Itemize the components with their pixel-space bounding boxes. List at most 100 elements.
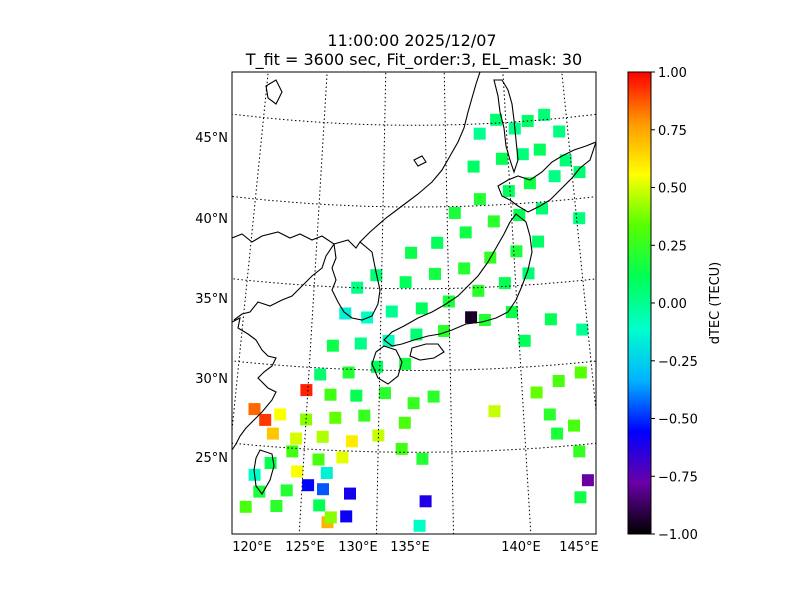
tec-cell <box>576 323 589 336</box>
tec-cell <box>286 445 299 458</box>
tec-cell <box>312 453 325 466</box>
kyushu-island <box>371 345 403 385</box>
tec-cell <box>544 313 557 326</box>
latitude-label: 30°N <box>195 372 228 387</box>
colorbar-tick-label: −0.25 <box>658 355 698 370</box>
tec-cell <box>510 245 523 258</box>
tec-cell <box>405 246 418 259</box>
longitude-label: 145°E <box>559 540 599 555</box>
tec-cell <box>516 148 529 161</box>
colorbar-tick-label: −0.75 <box>658 470 698 485</box>
tec-cell <box>300 384 313 397</box>
tec-cell <box>399 276 412 289</box>
tec-cell <box>239 500 252 513</box>
graticule <box>232 72 596 534</box>
tec-cell <box>410 328 423 341</box>
tec-cell <box>490 113 503 126</box>
tec-cell <box>495 152 508 165</box>
tec-cell <box>415 302 428 315</box>
tec-cell <box>248 403 261 416</box>
tec-cell <box>459 226 472 239</box>
colorbar-tick-label: −1.00 <box>658 528 698 543</box>
tec-cell <box>458 262 471 275</box>
tec-cell <box>300 413 313 426</box>
title-line-2: T_fit = 3600 sec, Fit_order:3, EL_mask: … <box>245 50 582 70</box>
title-line-1: 11:00:00 2025/12/07 <box>327 31 496 50</box>
tec-cell <box>429 267 441 280</box>
tec-cell <box>290 432 303 445</box>
tec-cell <box>399 357 412 370</box>
tec-cell <box>407 397 420 410</box>
meridian-line <box>375 72 387 534</box>
tec-cell <box>513 209 526 221</box>
map-background <box>232 72 596 534</box>
longitude-label: 140°E <box>501 540 541 555</box>
sakhalin-island <box>493 79 519 174</box>
tec-cell <box>264 457 277 469</box>
tec-cell <box>350 389 363 402</box>
map-frame <box>231 71 597 535</box>
tec-cell <box>574 491 587 504</box>
colorbar: 1.00 0.75 0.50 0.25 0.00 −0.25 −0.50 −0.75 −1.00… <box>627 66 723 543</box>
tec-cell <box>395 442 408 455</box>
colorbar-tick-label: 0.25 <box>658 239 687 254</box>
colorbar-tick-label: 1.00 <box>658 66 687 81</box>
colorbar-label: dTEC (TECU) <box>708 262 723 345</box>
latitude-label: 25°N <box>195 451 228 466</box>
colorbar-tick-label: −0.50 <box>658 413 698 428</box>
tec-cell <box>280 484 293 497</box>
hokkaido-island <box>497 141 596 213</box>
tec-cell <box>398 416 411 429</box>
tec-cell <box>518 334 531 347</box>
colorbar-gradient <box>627 71 652 535</box>
tec-cell <box>314 368 327 381</box>
meridian-line <box>443 72 455 534</box>
tec-cell <box>316 430 329 443</box>
tec-cell <box>573 166 586 179</box>
tec-cell <box>427 390 440 403</box>
tec-cell <box>548 170 561 183</box>
asia-coastline <box>232 317 277 451</box>
tec-cell <box>523 177 536 190</box>
tec-cell <box>342 366 355 379</box>
tec-cell <box>413 519 426 532</box>
tec-cell <box>505 306 518 319</box>
tec-cell <box>274 408 287 421</box>
coastlines <box>232 72 596 495</box>
tec-cell <box>385 305 398 318</box>
tec-cell <box>552 375 565 387</box>
colorbar-ticks: 1.00 0.75 0.50 0.25 0.00 −0.25 −0.50 −0.75 −1.00 <box>651 66 698 543</box>
tec-cell <box>543 408 556 421</box>
tec-cell <box>498 277 511 290</box>
tec-cell <box>326 339 339 352</box>
tec-cell <box>465 311 478 324</box>
tec-cell <box>472 284 485 297</box>
russia-coast <box>359 72 481 243</box>
tec-cell <box>270 500 283 512</box>
tec-cell <box>317 483 329 496</box>
tec-cell <box>340 510 353 523</box>
colorbar-tick-label: 0.50 <box>658 182 687 197</box>
taiwan-island <box>253 449 275 495</box>
tec-cell <box>536 202 548 215</box>
tec-cell <box>487 215 500 228</box>
tec-cell <box>467 160 480 173</box>
tec-cell <box>302 479 315 492</box>
tec-cell <box>324 388 337 401</box>
tec-cell <box>354 337 367 350</box>
tec-cell <box>573 212 586 225</box>
colorbar-tick-label: 0.75 <box>658 124 687 139</box>
tec-cell <box>538 108 551 121</box>
parallel-line <box>232 113 596 126</box>
tec-cell <box>597 391 609 403</box>
tec-cell <box>344 487 356 500</box>
tec-cell <box>372 429 385 442</box>
tec-cell <box>259 413 272 426</box>
tec-cell <box>473 127 486 140</box>
tec-cell <box>320 467 333 479</box>
tec-cell <box>559 154 572 167</box>
map-panel: 120°E 125°E 130°E 135°E 140°E 145°E 25°N 30°N 35… <box>195 71 609 555</box>
korean-peninsula <box>331 239 381 321</box>
tec-cell <box>419 495 432 508</box>
